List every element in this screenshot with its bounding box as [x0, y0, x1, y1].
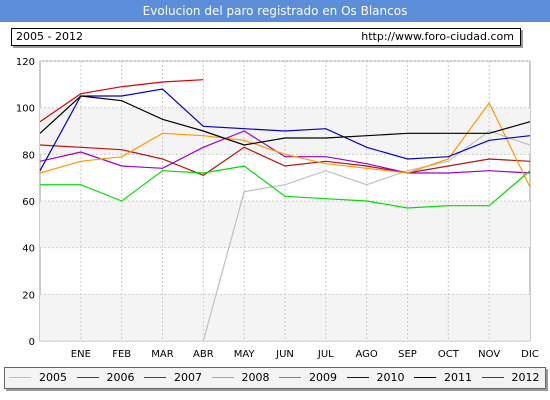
y-tick-label: 100 — [16, 104, 35, 115]
x-tick-label: ABR — [193, 349, 214, 360]
legend-item: 2008 — [211, 368, 276, 388]
x-tick-label: JUL — [317, 349, 334, 360]
legend-label: 2007 — [174, 371, 202, 384]
x-tick-label: OCT — [438, 349, 460, 360]
series-line-2010 — [39, 88, 531, 171]
legend-item: 2009 — [279, 368, 343, 388]
period-label: 2005 - 2012 — [16, 30, 83, 43]
legend-item: 2007 — [144, 368, 208, 388]
legend-item: 2012 — [481, 368, 546, 388]
series-line-2009 — [40, 165, 531, 209]
x-tick-label: NOV — [478, 349, 500, 360]
x-tick-label: JUN — [275, 349, 294, 360]
y-tick-label: 60 — [22, 197, 35, 208]
legend-swatch — [279, 377, 301, 378]
site-url: http://www.foro-ciudad.com — [361, 30, 514, 43]
legend-label: 2006 — [106, 371, 135, 384]
legend-item: 2010 — [346, 368, 411, 388]
series-line-2006 — [39, 144, 531, 176]
legend-swatch — [9, 377, 31, 378]
legend-item: 2006 — [76, 368, 141, 388]
series-line-2005 — [202, 130, 531, 342]
y-tick-label: 40 — [22, 244, 35, 255]
legend-label: 2010 — [376, 371, 405, 384]
y-axis-ticks: 0 20 40 60 80 100 120 — [16, 57, 35, 348]
legend-label: 2011 — [444, 371, 472, 384]
plot-band — [40, 201, 530, 248]
y-tick-label: 120 — [16, 57, 35, 68]
x-axis-ticks: ENE FEB MAR ABR MAY JUN JUL AGO SEP OCT NOV DIC — [71, 349, 539, 360]
y-tick-label: 20 — [22, 290, 35, 301]
x-tick-label: FEB — [112, 349, 131, 360]
x-tick-label: MAY — [234, 349, 256, 360]
series-line-2011 — [39, 95, 531, 146]
legend-swatch — [346, 377, 369, 378]
legend-item: 2005 — [9, 368, 73, 388]
legend-swatch — [414, 377, 436, 378]
y-tick-label: 80 — [22, 150, 35, 161]
legend-swatch — [76, 377, 99, 378]
x-tick-label: SEP — [398, 349, 417, 360]
legend-swatch — [144, 377, 166, 378]
legend-swatch — [481, 377, 504, 378]
chart-title: Evolucion del paro registrado en Os Blan… — [0, 0, 550, 22]
series-line-2007 — [39, 130, 531, 174]
x-tick-label: AGO — [356, 349, 378, 360]
x-tick-label: ENE — [71, 349, 91, 360]
series-line-2012 — [39, 79, 204, 123]
x-tick-label: DIC — [521, 349, 539, 360]
series-line-2008 — [39, 101, 531, 188]
y-tick-label: 0 — [29, 337, 35, 348]
legend: 2005 2006 2007 2008 2009 2010 2011 2012 — [4, 367, 546, 389]
legend-item: 2011 — [414, 368, 478, 388]
legend-label: 2005 — [39, 371, 67, 384]
x-tick-label: MAR — [151, 349, 173, 360]
legend-label: 2008 — [241, 371, 270, 384]
legend-swatch — [211, 377, 234, 378]
legend-label: 2012 — [511, 371, 540, 384]
info-box: 2005 - 2012 http://www.foro-ciudad.com — [11, 28, 521, 46]
legend-label: 2009 — [309, 371, 337, 384]
series-lines — [39, 79, 531, 342]
